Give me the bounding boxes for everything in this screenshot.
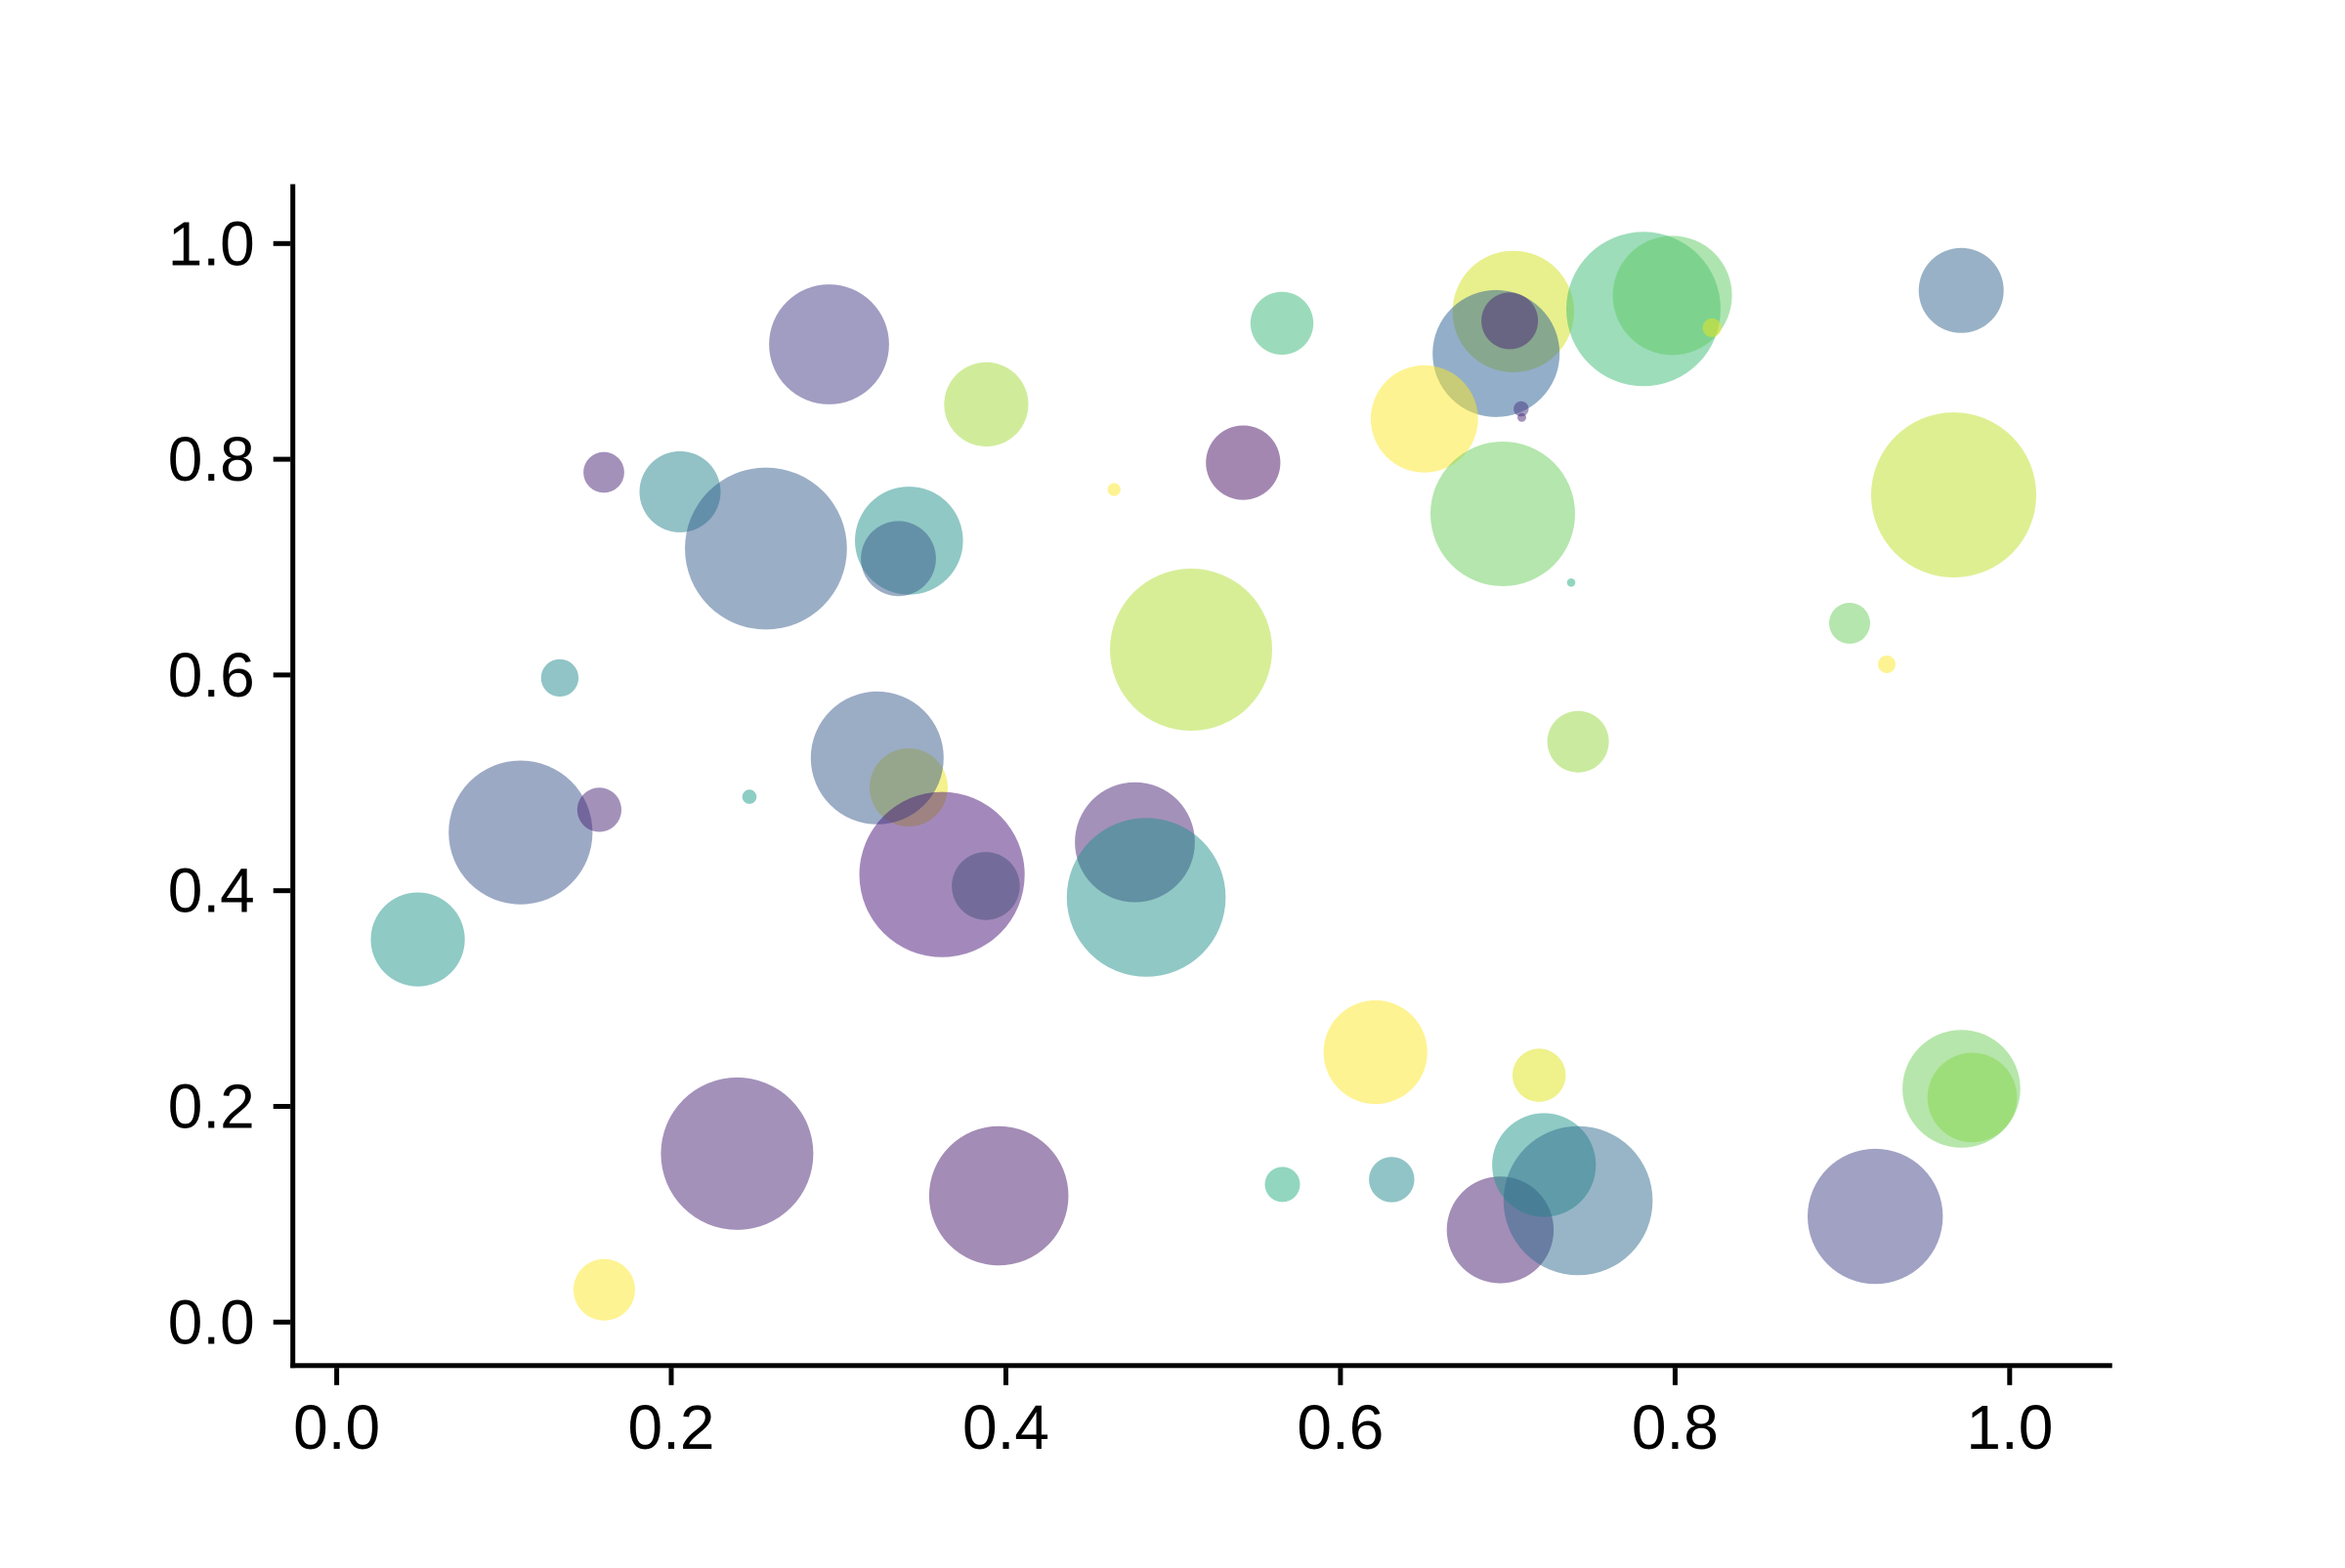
svg-text:1.0: 1.0 [168,208,255,278]
svg-text:0.2: 0.2 [628,1392,715,1462]
svg-text:0.4: 0.4 [962,1392,1049,1462]
svg-text:0.8: 0.8 [168,424,255,494]
svg-text:1.0: 1.0 [1966,1392,2053,1462]
svg-text:0.0: 0.0 [293,1392,380,1462]
svg-text:0.6: 0.6 [1297,1392,1384,1462]
svg-text:0.2: 0.2 [168,1072,255,1142]
svg-text:0.4: 0.4 [168,856,255,926]
svg-text:0.6: 0.6 [168,640,255,710]
svg-text:0.8: 0.8 [1632,1392,1719,1462]
svg-text:0.0: 0.0 [168,1287,255,1357]
